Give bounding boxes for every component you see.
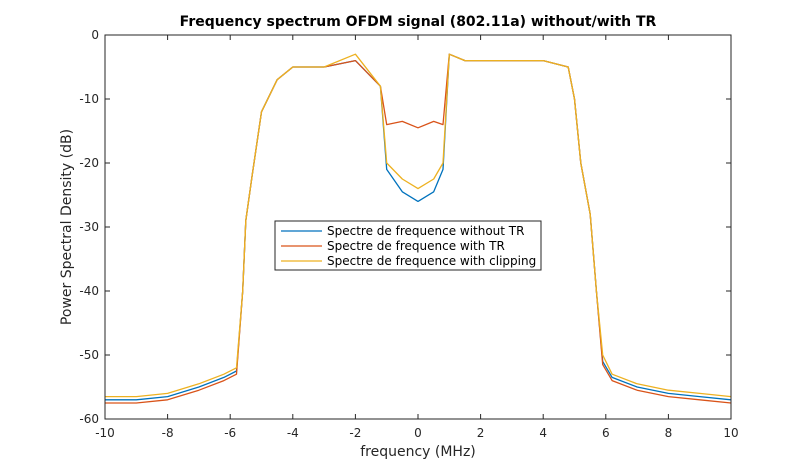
x-tick-label: 4	[539, 426, 547, 440]
y-tick-label: -30	[79, 220, 99, 234]
x-tick-label: 10	[723, 426, 738, 440]
x-tick-label: 2	[477, 426, 485, 440]
x-tick-label: -10	[95, 426, 115, 440]
y-tick-label: -20	[79, 156, 99, 170]
x-tick-label: 6	[602, 426, 610, 440]
y-tick-label: -60	[79, 412, 99, 426]
x-axis-label: frequency (MHz)	[360, 444, 476, 460]
legend-label-1: Spectre de frequence without TR	[327, 224, 524, 238]
legend-label-2: Spectre de frequence with TR	[327, 239, 505, 253]
chart-title: Frequency spectrum OFDM signal (802.11a)…	[180, 14, 657, 30]
y-tick-label: -50	[79, 348, 99, 362]
x-tick-label: -2	[349, 426, 361, 440]
x-tick-label: -8	[162, 426, 174, 440]
y-tick-label: -40	[79, 284, 99, 298]
y-tick-label: -10	[79, 92, 99, 106]
y-tick-label: 0	[91, 28, 99, 42]
legend-label-3: Spectre de frequence with clipping	[327, 254, 536, 268]
tick-layer: -10 -8 -6 -4 -2 0 2 4 6 8 10-60-50-40-30-20-100	[79, 28, 738, 440]
x-tick-label: -6	[224, 426, 236, 440]
x-tick-label: 0	[414, 426, 422, 440]
y-axis-label: Power Spectral Density (dB)	[59, 129, 75, 325]
x-tick-label: 8	[665, 426, 673, 440]
series-line-3	[105, 53, 732, 398]
series-layer	[105, 53, 732, 404]
x-tick-label: -4	[287, 426, 299, 440]
